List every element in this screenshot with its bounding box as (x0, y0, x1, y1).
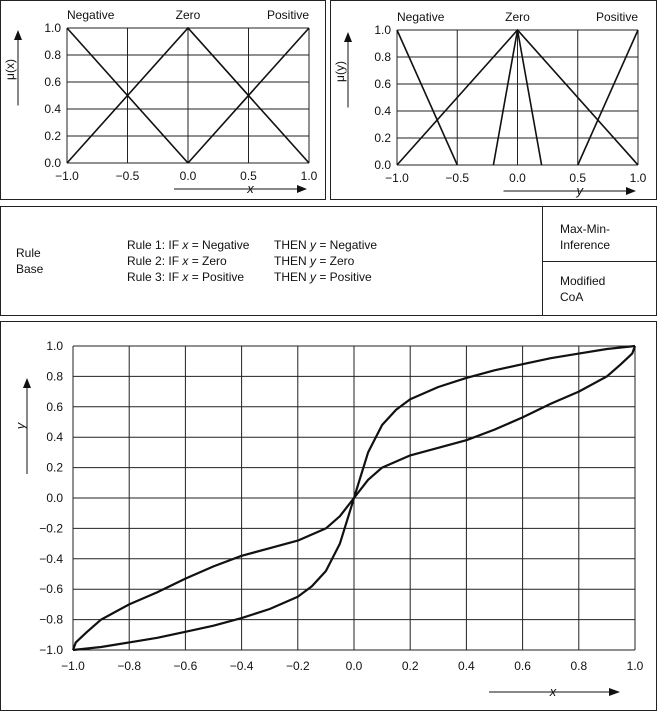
main-ytick-3: −0.4 (39, 552, 63, 566)
main-x-arrow-head (609, 688, 620, 696)
x-set-label-zero: Zero (176, 8, 201, 22)
main-xtick-7: 0.4 (458, 659, 475, 673)
y-xlabel: y (576, 183, 585, 198)
defuzzification-method: Modified CoA (560, 274, 606, 304)
main-xlabel: x (549, 684, 557, 699)
main-ytick-10: 1.0 (46, 339, 63, 353)
x-xtick-3: 0.5 (240, 169, 257, 183)
y-ytick-2: 0.4 (374, 104, 391, 118)
x-y-arrow-head (14, 30, 22, 40)
y-y-arrow-head (344, 32, 352, 42)
main-ytick-8: 0.6 (46, 400, 63, 414)
x-xtick-4: 1.0 (301, 169, 318, 183)
main-ytick-1: −0.8 (39, 613, 63, 627)
y-set-label-positive: Positive (596, 10, 638, 24)
y-ytick-4: 0.8 (374, 50, 391, 64)
y-xtick-4: 1.0 (630, 171, 647, 185)
x-x-arrow-head (297, 185, 307, 193)
main-ytick-4: −0.2 (39, 521, 63, 535)
rule-base-panel: Rule Base Rule 1: IF x = Negative THEN y … (0, 206, 657, 316)
membership-chart-x: 0.0 0.2 0.4 0.6 0.8 1.0 −1.0 −0.5 0.0 0.5 1.0 Negat… (3, 8, 318, 196)
main-xtick-10: 1.0 (627, 659, 644, 673)
x-set-label-positive: Positive (267, 8, 309, 22)
transfer-characteristic-panel: −1.0 −0.8 −0.6 −0.4 −0.2 0.0 0.2 0.4 0.6 0.8 1.0 −1… (0, 321, 657, 711)
x-ytick-1: 0.2 (44, 129, 61, 143)
main-ytick-2: −0.6 (39, 582, 63, 596)
x-xtick-2: 0.0 (180, 169, 197, 183)
inference-method: Max-Min- Inference (560, 222, 611, 252)
x-xtick-1: −0.5 (116, 169, 140, 183)
main-xtick-8: 0.6 (514, 659, 531, 673)
main-xtick-9: 0.8 (570, 659, 587, 673)
rule-1: Rule 1: IF x = Negative THEN y = Negative (127, 238, 378, 252)
main-xtick-4: −0.2 (286, 659, 310, 673)
main-y-arrow-head (23, 378, 31, 388)
main-xtick-5: 0.0 (346, 659, 363, 673)
y-xtick-0: −1.0 (385, 171, 409, 185)
membership-panel-x: 0.0 0.2 0.4 0.6 0.8 1.0 −1.0 −0.5 0.0 0.5 1.0 Negat… (0, 0, 326, 200)
y-membership-line-3 (577, 29, 639, 166)
main-series-curve-b (72, 344, 636, 652)
x-ytick-5: 1.0 (44, 21, 61, 35)
main-xtick-1: −0.8 (117, 659, 141, 673)
y-ytick-5: 1.0 (374, 23, 391, 37)
x-ytick-0: 0.0 (44, 156, 61, 170)
y-xtick-2: 0.0 (509, 171, 526, 185)
y-ytick-3: 0.6 (374, 77, 391, 91)
membership-chart-y: 0.0 0.2 0.4 0.6 0.8 1.0 −1.0 −0.5 0.0 0.5 1.0 Negat… (333, 10, 647, 198)
y-ytick-1: 0.2 (374, 131, 391, 145)
x-ylabel: μ(x) (3, 59, 17, 80)
main-ytick-6: 0.2 (46, 461, 63, 475)
y-ytick-0: 0.0 (374, 158, 391, 172)
rule-base-title-line1: Rule (16, 246, 41, 260)
x-ytick-3: 0.6 (44, 75, 61, 89)
rule-base-title: Rule Base (16, 245, 43, 277)
y-set-label-negative: Negative (397, 10, 445, 24)
x-membership-line-1 (66, 26, 310, 164)
transfer-characteristic-chart: −1.0 −0.8 −0.6 −0.4 −0.2 0.0 0.2 0.4 0.6 0.8 1.0 −1… (13, 339, 644, 699)
y-membership-line-0 (396, 29, 459, 166)
y-xtick-3: 0.5 (569, 171, 586, 185)
main-xtick-0: −1.0 (61, 659, 85, 673)
rule-base-divider-horizontal (542, 261, 657, 262)
main-xtick-2: −0.6 (174, 659, 198, 673)
y-ylabel: μ(y) (333, 61, 347, 82)
x-ytick-2: 0.4 (44, 102, 61, 116)
y-set-label-zero: Zero (505, 10, 530, 24)
main-ytick-9: 0.8 (46, 369, 63, 383)
x-ytick-4: 0.8 (44, 48, 61, 62)
y-x-arrow-head (626, 187, 636, 195)
x-xtick-0: −1.0 (55, 169, 79, 183)
main-ytick-5: 0.0 (46, 491, 63, 505)
rule-3: Rule 3: IF x = Positive THEN y = Positive (127, 270, 372, 284)
x-set-label-negative: Negative (67, 8, 115, 22)
x-membership-line-2 (187, 27, 310, 164)
membership-panel-y: 0.0 0.2 0.4 0.6 0.8 1.0 −1.0 −0.5 0.0 0.5 1.0 Negat… (330, 0, 657, 200)
main-xtick-3: −0.4 (230, 659, 254, 673)
main-ytick-7: 0.4 (46, 430, 63, 444)
y-membership-line-2 (492, 29, 543, 166)
main-xtick-6: 0.2 (402, 659, 419, 673)
y-xtick-1: −0.5 (445, 171, 469, 185)
rule-2: Rule 2: IF x = Zero THEN y = Zero (127, 254, 355, 268)
main-ytick-0: −1.0 (39, 643, 63, 657)
main-ylabel: y (13, 421, 28, 430)
rule-base-title-line2: Base (16, 262, 44, 276)
rule-list: Rule 1: IF x = Negative THEN y = Negative… (127, 237, 377, 285)
x-xlabel: x (246, 181, 254, 196)
